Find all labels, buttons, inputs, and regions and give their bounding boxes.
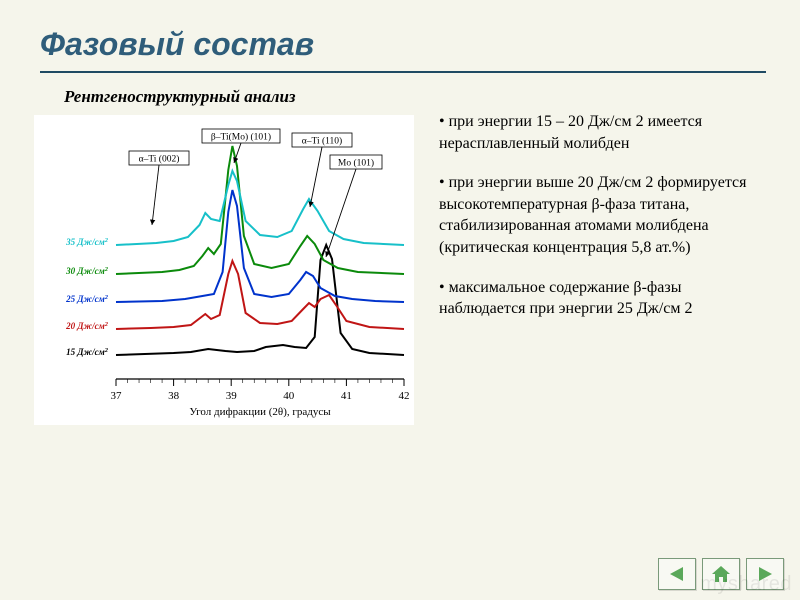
svg-text:37: 37 <box>111 390 123 402</box>
content-row: Рентгеноструктурный анализ 37 38 39 40 41 42 У… <box>34 87 766 425</box>
xrd-chart: 37 38 39 40 41 42 Угол дифракции (2θ), градусы… <box>34 115 414 425</box>
triangle-right-icon <box>756 566 774 582</box>
title-underline <box>40 71 766 73</box>
bullet-item: • при энергии 15 – 20 Дж/см 2 имеется не… <box>439 111 766 154</box>
svg-text:15 Дж/см2: 15 Дж/см2 <box>66 347 109 358</box>
triangle-left-icon <box>668 566 686 582</box>
left-column: Рентгеноструктурный анализ 37 38 39 40 41 42 У… <box>34 87 429 425</box>
svg-text:30 Дж/см2: 30 Дж/см2 <box>65 266 109 277</box>
svg-text:35 Дж/см2: 35 Дж/см2 <box>65 237 109 248</box>
right-column: • при энергии 15 – 20 Дж/см 2 имеется не… <box>439 87 766 425</box>
bullet-text: при энергии 15 – 20 Дж/см 2 имеется нера… <box>439 113 702 152</box>
svg-text:40: 40 <box>283 390 295 402</box>
svg-text:20 Дж/см2: 20 Дж/см2 <box>65 321 109 332</box>
slide: Фазовый состав Рентгеноструктурный анали… <box>0 0 800 600</box>
svg-text:α–Ti (002): α–Ti (002) <box>139 154 180 165</box>
chart-subtitle: Рентгеноструктурный анализ <box>64 87 429 107</box>
svg-text:39: 39 <box>226 390 238 402</box>
svg-text:Mo (101): Mo (101) <box>338 158 374 169</box>
svg-text:42: 42 <box>399 390 410 402</box>
svg-text:38: 38 <box>168 390 180 402</box>
bullet-item: • максимальное содержание β-фазы наблюда… <box>439 277 766 320</box>
svg-text:β–Ti(Mo) (101): β–Ti(Mo) (101) <box>211 132 271 143</box>
svg-text:Угол дифракции (2θ), градусы: Угол дифракции (2θ), градусы <box>189 406 331 418</box>
bullet-text: максимальное содержание β-фазы наблюдает… <box>439 279 693 318</box>
svg-text:41: 41 <box>341 390 352 402</box>
bullet-text: при энергии выше 20 Дж/см 2 формируется … <box>439 174 746 256</box>
slide-title: Фазовый состав <box>40 26 766 63</box>
svg-text:25 Дж/см2: 25 Дж/см2 <box>65 294 109 305</box>
nav-prev-button[interactable] <box>658 558 696 590</box>
bullet-item: • при энергии выше 20 Дж/см 2 формируетс… <box>439 172 766 258</box>
nav-home-button[interactable] <box>702 558 740 590</box>
home-icon <box>711 565 731 583</box>
nav-controls <box>658 558 784 590</box>
svg-text:α–Ti (110): α–Ti (110) <box>302 136 342 147</box>
nav-next-button[interactable] <box>746 558 784 590</box>
